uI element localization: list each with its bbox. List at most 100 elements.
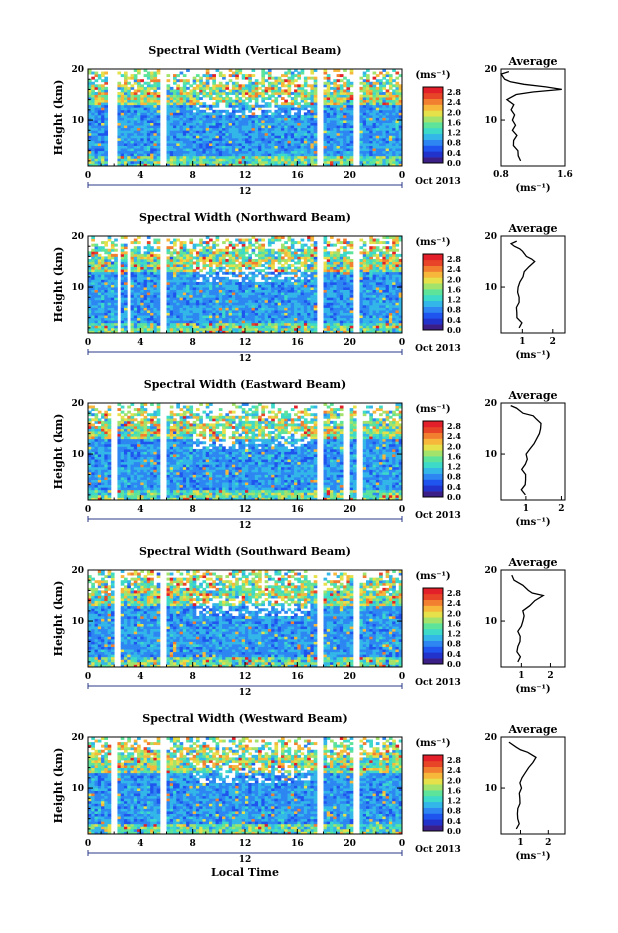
heatmap-cell [134, 254, 138, 257]
heatmap-cell [288, 239, 292, 242]
heatmap-cell [268, 148, 272, 151]
heatmap-cell [104, 158, 108, 161]
heatmap-cell [225, 102, 229, 105]
heatmap-cell [252, 318, 256, 321]
heatmap-cell [176, 135, 180, 138]
heatmap-cell [91, 89, 95, 92]
heatmap-cell [153, 297, 157, 300]
heatmap-cell [314, 125, 318, 128]
heatmap-cell [170, 246, 174, 249]
heatmap-cell [389, 79, 393, 82]
heatmap-cell [209, 128, 213, 131]
heatmap-cell [202, 148, 206, 151]
heatmap-cell [124, 153, 128, 156]
heatmap-cell [271, 84, 275, 87]
heatmap-cell [327, 118, 331, 121]
heatmap-cell [170, 143, 174, 146]
heatmap-cell [196, 161, 200, 164]
heatmap-cell [346, 151, 350, 154]
heatmap-cell [284, 292, 288, 295]
heatmap-cell [153, 82, 157, 85]
heatmap-cell [271, 300, 275, 303]
heatmap-cell [268, 295, 272, 298]
heatmap-cell [392, 138, 396, 141]
heatmap-cell [363, 74, 367, 77]
heatmap-cell [278, 107, 282, 110]
heatmap-cell [147, 97, 151, 100]
heatmap-cell [392, 92, 396, 95]
heatmap-cell [147, 262, 151, 265]
heatmap-cell [288, 87, 292, 90]
heatmap-cell [278, 269, 282, 272]
heatmap-cell [216, 292, 220, 295]
heatmap-cell [167, 259, 171, 262]
heatmap-cell [271, 95, 275, 98]
heatmap-cell [333, 151, 337, 154]
heatmap-cell [124, 287, 128, 290]
heatmap-cell [294, 302, 298, 305]
heatmap-cell [124, 262, 128, 265]
heatmap-cell [248, 246, 252, 249]
heatmap-cell [284, 246, 288, 249]
heatmap-cell [297, 300, 301, 303]
heatmap-cell [124, 282, 128, 285]
heatmap-cell [382, 77, 386, 80]
heatmap-cell [206, 123, 210, 126]
heatmap-cell [363, 112, 367, 115]
heatmap-cell [98, 120, 102, 123]
heatmap-cell [229, 282, 233, 285]
heatmap-cell [265, 130, 269, 133]
heatmap-cell [193, 285, 197, 288]
heatmap-cell [222, 300, 226, 303]
heatmap-cell [324, 84, 328, 87]
heatmap-cell [222, 325, 226, 328]
heatmap-cell [261, 97, 265, 100]
heatmap-cell [366, 102, 370, 105]
heatmap-cell [359, 87, 363, 90]
heatmap-cell [242, 118, 246, 121]
heatmap-cell [324, 143, 328, 146]
heatmap-cell [274, 153, 278, 156]
heatmap-cell [369, 89, 373, 92]
heatmap-cell [193, 325, 197, 328]
heatmap-cell [173, 315, 177, 318]
heatmap-cell [176, 318, 180, 321]
heatmap-cell [186, 110, 190, 113]
heatmap-cell [196, 95, 200, 98]
heatmap-cell [95, 79, 99, 82]
heatmap-cell [245, 102, 249, 105]
heatmap-cell [170, 140, 174, 143]
heatmap-cell [297, 148, 301, 151]
heatmap-cell [350, 84, 354, 87]
heatmap-cell [376, 140, 380, 143]
heatmap-cell [330, 146, 334, 149]
heatmap-cell [225, 148, 229, 151]
heatmap-cell [333, 92, 337, 95]
heatmap-cell [258, 244, 262, 247]
heatmap-cell [193, 292, 197, 295]
heatmap-cell [186, 97, 190, 100]
heatmap-cell [91, 156, 95, 159]
heatmap-cell [108, 272, 112, 275]
heatmap-cell [111, 313, 115, 316]
heatmap-cell [104, 295, 108, 298]
heatmap-cell [288, 325, 292, 328]
heatmap-cell [196, 135, 200, 138]
heatmap-cell [219, 148, 223, 151]
heatmap-cell [235, 105, 239, 108]
heatmap-cell [183, 97, 187, 100]
heatmap-cell [252, 130, 256, 133]
heatmap-cell [170, 302, 174, 305]
heatmap-cell [392, 79, 396, 82]
heatmap-cell [196, 118, 200, 121]
heatmap-cell [176, 79, 180, 82]
heatmap-cell [395, 115, 399, 118]
heatmap-cell [261, 239, 265, 242]
heatmap-cell [288, 153, 292, 156]
heatmap-cell [261, 100, 265, 103]
heatmap-cell [268, 72, 272, 75]
heatmap-cell [369, 158, 373, 161]
heatmap-cell [173, 123, 177, 126]
heatmap-cell [238, 272, 242, 275]
heatmap-cell [199, 254, 203, 257]
